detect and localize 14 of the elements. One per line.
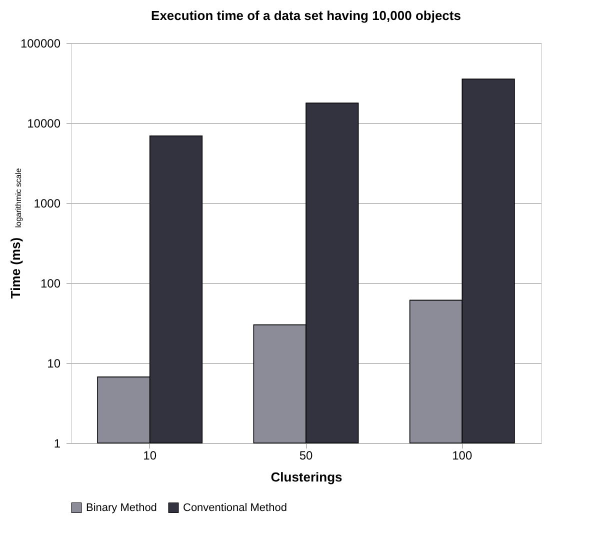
y-tick-label: 100 xyxy=(40,276,61,290)
x-tick-label: 10 xyxy=(143,448,157,462)
y-tick-label: 1 xyxy=(54,436,61,450)
x-tick-label: 100 xyxy=(452,448,472,462)
x-tick-label: 50 xyxy=(299,448,313,462)
y-tick-label: 100000 xyxy=(20,36,61,50)
y-tick-label: 10000 xyxy=(27,116,61,130)
y-tick-label: 10 xyxy=(47,356,61,370)
y-axis-title: Time (ms) logarithmic scale xyxy=(8,168,23,299)
legend-label: Binary Method xyxy=(86,502,157,514)
chart-title: Execution time of a data set having 10,000 objects xyxy=(151,8,461,23)
x-axis-title: Clusterings xyxy=(270,470,342,484)
y-tick-label: 1000 xyxy=(34,196,61,210)
legend-label: Conventional Method xyxy=(183,502,287,514)
